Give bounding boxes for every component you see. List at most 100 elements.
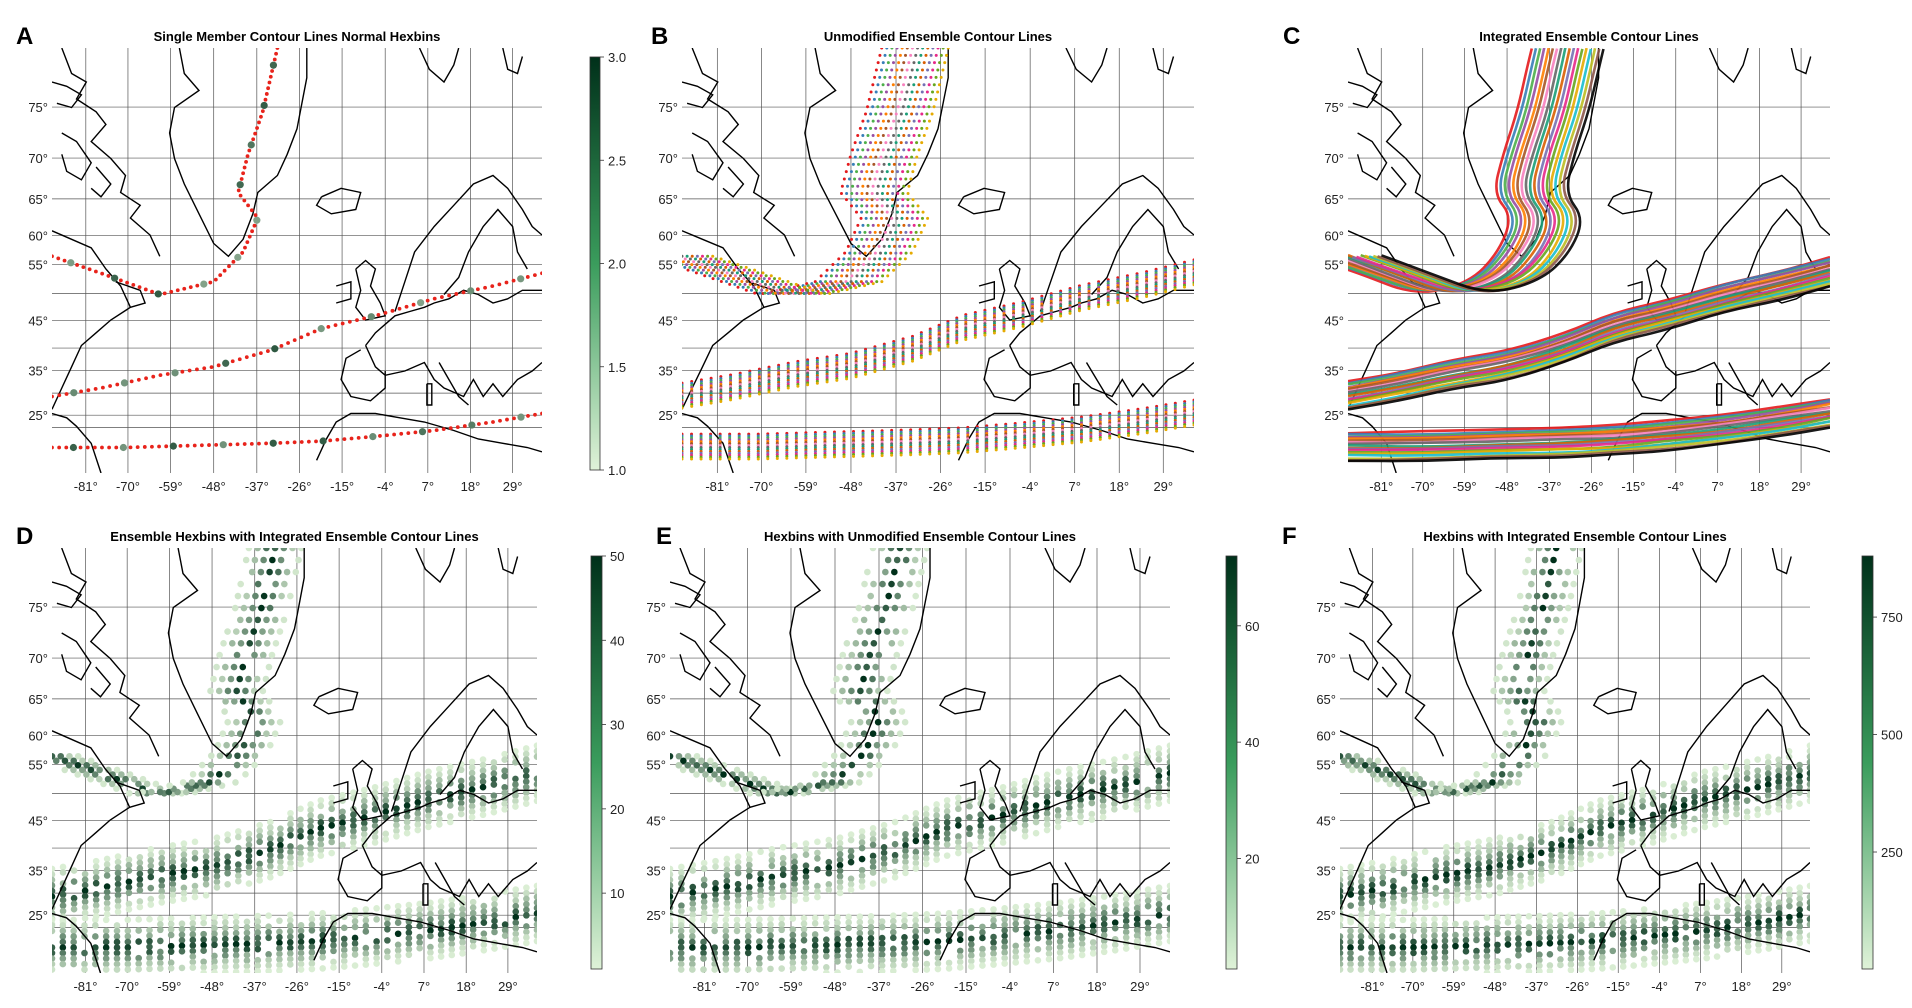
hexbin-cell (780, 844, 787, 851)
contour-point (875, 91, 878, 94)
contour-point (266, 349, 270, 353)
contour-point (229, 443, 233, 447)
contour-point (866, 274, 869, 277)
coastline (62, 548, 159, 756)
hexbin-cell (1123, 945, 1130, 952)
hexbin-cell (870, 730, 877, 737)
contour-point (861, 120, 864, 123)
contour-point (65, 392, 69, 396)
contour-point (136, 445, 140, 449)
contour-point (244, 160, 248, 164)
contour-point (864, 156, 867, 159)
hexbin-cell (857, 969, 864, 976)
hexbin-cell (693, 771, 700, 778)
contour-point (856, 148, 859, 151)
contour-point (195, 367, 199, 371)
contour-point (858, 257, 861, 260)
contour-point (894, 54, 897, 57)
hexbin-cell (395, 958, 402, 965)
coastline (62, 633, 91, 680)
contour-point (307, 440, 311, 444)
contour-point (882, 120, 885, 123)
contour-point (754, 274, 757, 277)
contour-point (795, 283, 798, 286)
contour-point (749, 274, 752, 277)
contour-point (874, 252, 877, 255)
y-tick-label: 25° (1324, 408, 1344, 423)
hexbin-cell (203, 881, 210, 888)
contour-point (931, 91, 934, 94)
hexbin-cell (866, 628, 873, 635)
hexbin-cell (237, 617, 244, 624)
contour-point (774, 283, 777, 286)
hexbin-cell (341, 963, 348, 970)
hexbin-cell (897, 581, 904, 588)
contour-point (916, 69, 919, 72)
contour-point (850, 170, 853, 173)
contour-point (756, 280, 759, 283)
contour-point (169, 290, 173, 294)
hexbin-cell (866, 688, 873, 695)
hexbin-cell (384, 904, 391, 911)
contour-point (935, 76, 938, 79)
hexbin-cell (1033, 791, 1040, 798)
x-tick-label: -37° (245, 479, 269, 494)
x-tick-label: 18° (1109, 479, 1129, 494)
hexbin-cell (200, 280, 207, 287)
contour-point (883, 163, 886, 166)
hexbin-cell (1156, 800, 1163, 807)
hexbin-cell (854, 664, 861, 671)
contour-point (1031, 322, 1034, 325)
contour-point (700, 457, 703, 460)
hexbin-cell (906, 581, 913, 588)
contour-point (889, 252, 892, 255)
hexbin-cell (49, 928, 56, 935)
contour-point (1099, 438, 1102, 441)
contour-point (887, 105, 890, 108)
y-tick-label: 55° (658, 257, 678, 272)
panel-title-B: Unmodified Ensemble Contour Lines (824, 29, 1052, 44)
contour-point (328, 438, 332, 442)
contour-point (861, 134, 864, 137)
hexbin-cell (1079, 952, 1086, 959)
contour-point (770, 289, 773, 292)
contour-point (695, 271, 698, 274)
coastline (682, 414, 733, 474)
contour-point (901, 192, 904, 195)
hexbin-cell (875, 719, 882, 726)
hexbin-cell (170, 897, 177, 904)
contour-point (695, 263, 698, 266)
contour-point (891, 192, 894, 195)
contour-point (876, 238, 879, 241)
y-tick-label: 60° (28, 228, 48, 243)
contour-point (826, 380, 829, 383)
contour-point (728, 260, 731, 263)
contour-point (912, 148, 915, 151)
hexbin-cell (879, 617, 886, 624)
hexbin-cell (823, 953, 830, 960)
contour-point (894, 257, 897, 260)
contour-point (885, 91, 888, 94)
contour-point (725, 280, 728, 283)
contour-point (814, 456, 817, 459)
contour-point (826, 269, 829, 272)
hexbin-cell (848, 719, 855, 726)
contour-point (906, 69, 909, 72)
contour-point (251, 137, 255, 141)
contour-point (734, 266, 737, 269)
hexbin-cell (814, 839, 821, 846)
hexbin-cell (888, 581, 895, 588)
contour-point (876, 198, 879, 201)
hexbin-cell (875, 688, 882, 695)
contour-point (869, 252, 872, 255)
contour-point (841, 288, 844, 291)
hexbin-cell (393, 833, 400, 840)
hexbin-cell (251, 652, 258, 659)
hexbin-cell (224, 628, 231, 635)
hexbin-cell (414, 827, 421, 834)
contour-point (706, 263, 709, 266)
hexbin-cell (251, 762, 258, 769)
hexbin-cell (267, 742, 274, 749)
